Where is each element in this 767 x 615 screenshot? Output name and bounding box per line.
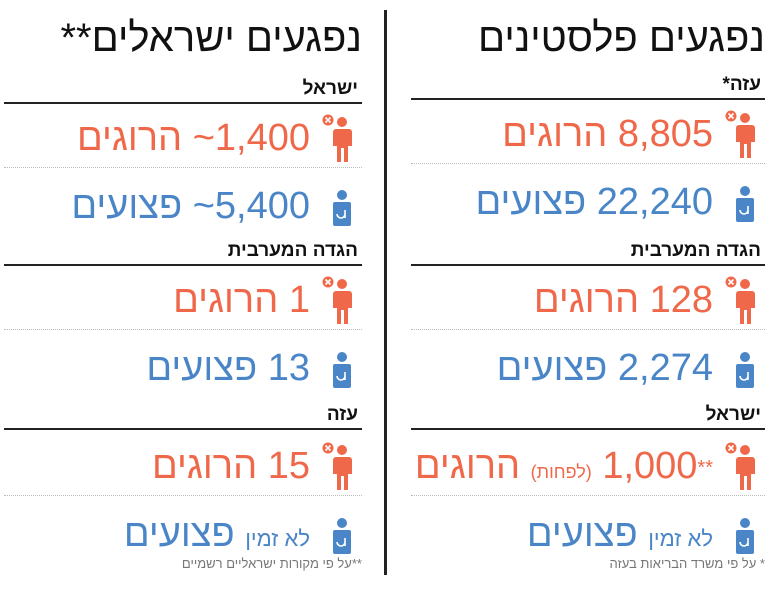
section-rule (411, 428, 765, 430)
stat-row-injured: 22,240 פצועים (411, 172, 765, 232)
stat-row-killed: 8,805 הרוגים (411, 104, 765, 164)
person-killed-icon (725, 276, 755, 324)
row-separator (411, 329, 765, 330)
column-divider (384, 10, 387, 575)
section-label: ישראל (302, 78, 358, 99)
section-rule (4, 264, 362, 266)
killed-count: 128 הרוגים (533, 279, 713, 321)
injured-count: 5,400~ פצועים (71, 185, 310, 227)
column-title: נפגעים ישראלים** (60, 16, 362, 60)
not-available-note: לא זמין (245, 526, 310, 551)
stat-row-killed: 1,400~ הרוגים (4, 108, 362, 168)
stat-row-killed: 128 הרוגים (411, 270, 765, 330)
injured-word: פצועים (123, 513, 235, 555)
footnote: **על פי מקורות ישראליים רשמיים (181, 556, 362, 571)
stat-row-injured: לא זמין פצועים (411, 504, 765, 564)
stat-row-injured: לא זמין פצועים (4, 504, 362, 564)
row-separator (4, 167, 362, 168)
stat-row-killed: 1 הרוגים (4, 270, 362, 330)
killed-number: 1,000 (602, 445, 698, 487)
person-killed-icon (322, 442, 352, 490)
footnote: * על פי משרד הבריאות בעזה (609, 556, 765, 571)
qualifier-note: (לפחות) (530, 462, 592, 482)
killed-count: 8,805 הרוגים (502, 113, 713, 155)
footnote-mark: * (722, 74, 730, 95)
section-rule (411, 98, 765, 100)
not-available-note: לא זמין (648, 526, 713, 551)
row-separator (4, 495, 362, 496)
palestinian-casualties-column: נפגעים פלסטינים עזה* 8,805 הרוגים 22,240… (411, 0, 765, 615)
stat-row-killed: 15 הרוגים (4, 436, 362, 496)
person-injured-icon (736, 352, 754, 388)
person-injured-icon (736, 518, 754, 554)
row-separator (4, 329, 362, 330)
section-header-israel: ישראל (4, 78, 362, 104)
column-title: נפגעים פלסטינים (478, 16, 765, 60)
section-label: הגדה המערבית (227, 240, 358, 261)
person-injured-icon (333, 518, 351, 554)
section-rule (411, 264, 765, 266)
injured-count: 22,240 פצועים (475, 181, 713, 223)
section-header-gaza: עזה (4, 404, 362, 430)
person-killed-icon (322, 114, 352, 162)
section-rule (4, 102, 362, 104)
person-killed-icon (725, 110, 755, 158)
stat-row-injured: 2,274 פצועים (411, 338, 765, 398)
killed-count: 1 הרוגים (173, 279, 310, 321)
injured-count: 2,274 פצועים (496, 347, 713, 389)
row-separator (411, 495, 765, 496)
section-rule (4, 428, 362, 430)
killed-count: 15 הרוגים (151, 445, 310, 487)
injured-count: לא זמין פצועים (411, 512, 713, 561)
section-header-gaza: עזה* (411, 74, 765, 100)
killed-word: הרוגים (414, 445, 521, 487)
section-label: עזה (729, 74, 761, 95)
stat-row-injured: 13 פצועים (4, 338, 362, 398)
killed-count: 1,400~ הרוגים (76, 117, 310, 159)
section-header-west-bank: הגדה המערבית (411, 240, 765, 266)
row-separator (411, 163, 765, 164)
injured-count: לא זמין פצועים (4, 512, 310, 561)
person-injured-icon (736, 186, 754, 222)
killed-count: **1,000 (לפחות) הרוגים (411, 444, 713, 494)
stat-row-injured: 5,400~ פצועים (4, 176, 362, 236)
person-killed-icon (322, 276, 352, 324)
person-injured-icon (333, 190, 351, 226)
stat-row-killed: **1,000 (לפחות) הרוגים (411, 436, 765, 496)
injured-count: 13 פצועים (146, 347, 310, 389)
section-label: עזה (326, 404, 358, 425)
section-label: ישראל (705, 404, 761, 425)
israeli-casualties-column: נפגעים ישראלים** ישראל 1,400~ הרוגים 5,4… (4, 0, 362, 615)
section-label: הגדה המערבית (630, 240, 761, 261)
footnote-mark: ** (697, 457, 713, 479)
section-header-israel: ישראל (411, 404, 765, 430)
person-injured-icon (333, 352, 351, 388)
section-header-west-bank: הגדה המערבית (4, 240, 362, 266)
person-killed-icon (725, 442, 755, 490)
injured-word: פצועים (526, 513, 638, 555)
